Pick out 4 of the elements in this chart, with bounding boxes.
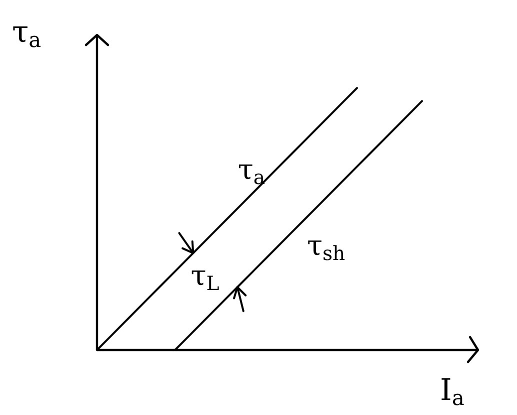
annotation: τ$_{L}$ xyxy=(190,259,220,295)
series-label: τ$_{sh}$ xyxy=(307,229,346,265)
y-axis-title: τ$_{a}$ xyxy=(12,15,42,52)
x-axis-title: I$_{a}$ xyxy=(440,373,464,410)
